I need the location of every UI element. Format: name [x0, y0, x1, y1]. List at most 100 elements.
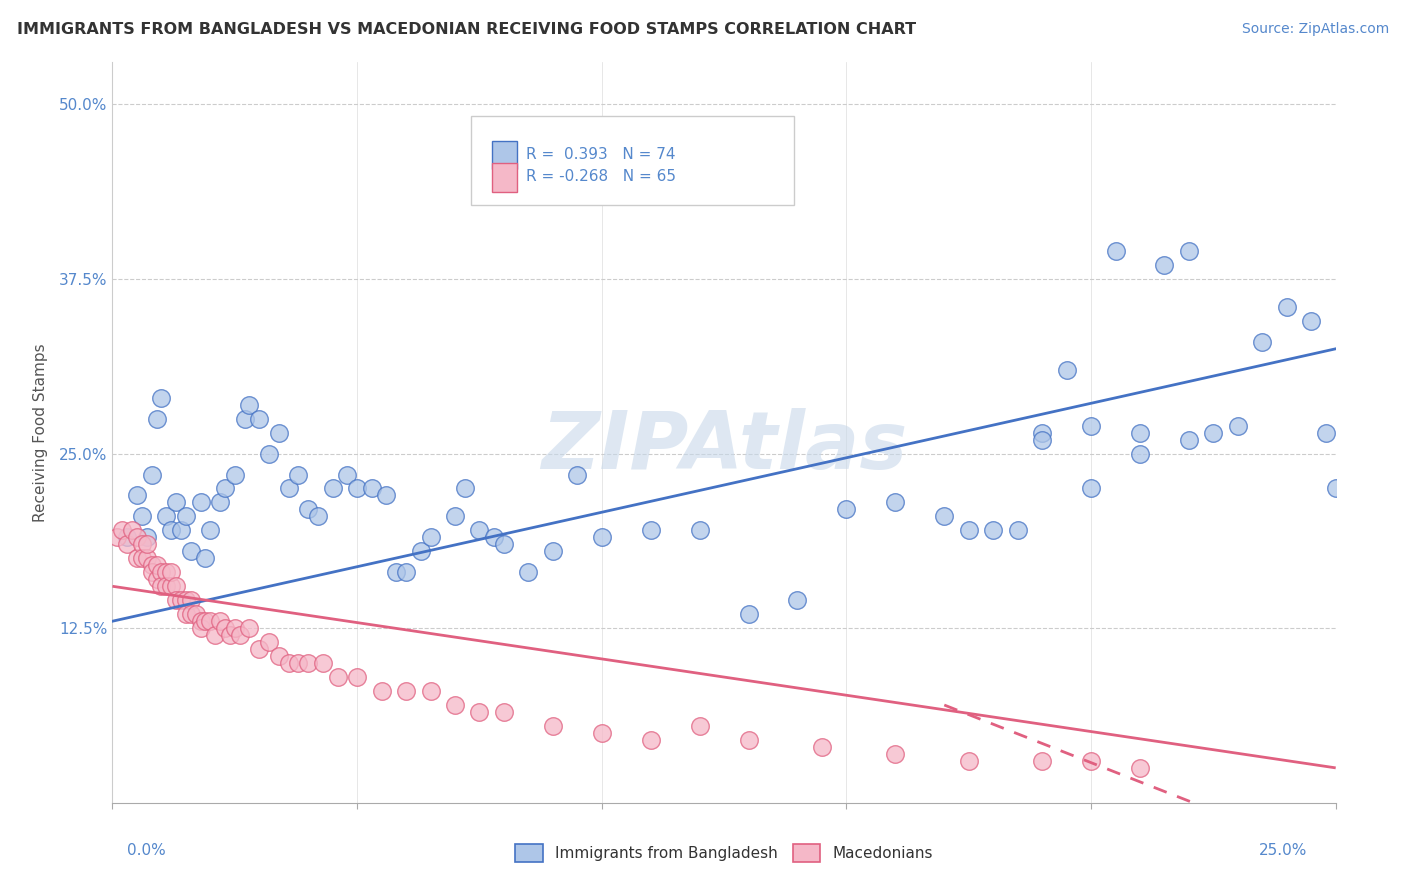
Point — [1080, 418, 1102, 433]
Point — [111, 524, 134, 538]
Point — [194, 551, 217, 566]
Point — [934, 509, 956, 524]
Point — [267, 425, 290, 440]
Point — [1031, 754, 1053, 768]
Point — [160, 566, 183, 580]
Point — [131, 537, 153, 551]
Point — [190, 495, 212, 509]
Point — [297, 502, 319, 516]
Point — [419, 684, 441, 698]
Point — [150, 579, 173, 593]
Text: Source: ZipAtlas.com: Source: ZipAtlas.com — [1241, 22, 1389, 37]
Point — [160, 579, 183, 593]
Point — [180, 593, 202, 607]
Point — [200, 614, 222, 628]
Point — [287, 467, 309, 482]
Point — [155, 579, 177, 593]
Point — [145, 411, 167, 425]
Point — [326, 670, 349, 684]
Point — [204, 628, 226, 642]
Point — [395, 684, 418, 698]
Point — [409, 544, 432, 558]
Point — [322, 482, 344, 496]
Point — [174, 509, 197, 524]
Point — [1251, 334, 1274, 349]
Point — [482, 530, 505, 544]
Point — [541, 544, 564, 558]
Point — [214, 621, 236, 635]
Point — [375, 488, 398, 502]
Point — [640, 524, 662, 538]
Point — [1080, 754, 1102, 768]
Text: 0.0%: 0.0% — [127, 843, 166, 858]
Point — [737, 733, 759, 747]
Point — [180, 607, 202, 622]
Point — [1104, 244, 1126, 258]
Point — [1007, 524, 1029, 538]
Y-axis label: Receiving Food Stamps: Receiving Food Stamps — [32, 343, 48, 522]
Text: ZIPAtlas: ZIPAtlas — [541, 409, 907, 486]
Point — [640, 733, 662, 747]
Point — [419, 530, 441, 544]
Point — [884, 495, 907, 509]
Point — [1129, 761, 1152, 775]
Point — [200, 524, 222, 538]
Point — [468, 705, 491, 719]
Point — [1031, 433, 1053, 447]
Legend: Immigrants from Bangladesh, Macedonians: Immigrants from Bangladesh, Macedonians — [508, 837, 941, 869]
Point — [141, 467, 163, 482]
Point — [737, 607, 759, 622]
Point — [811, 739, 834, 754]
Point — [884, 747, 907, 761]
Point — [517, 566, 540, 580]
Point — [591, 530, 613, 544]
Point — [385, 566, 408, 580]
Point — [238, 398, 260, 412]
Point — [155, 509, 177, 524]
Point — [184, 607, 207, 622]
Point — [174, 593, 197, 607]
Point — [190, 614, 212, 628]
Point — [1178, 244, 1201, 258]
Point — [145, 558, 167, 573]
Point — [233, 411, 256, 425]
Point — [165, 579, 187, 593]
Point — [150, 566, 173, 580]
Point — [346, 482, 368, 496]
Point — [174, 607, 197, 622]
Point — [277, 482, 299, 496]
Point — [346, 670, 368, 684]
Point — [1275, 300, 1298, 314]
Point — [360, 482, 382, 496]
Point — [1153, 258, 1175, 272]
Point — [454, 482, 477, 496]
Point — [209, 495, 232, 509]
Point — [238, 621, 260, 635]
Point — [141, 566, 163, 580]
Point — [135, 551, 157, 566]
Point — [957, 754, 980, 768]
Point — [209, 614, 232, 628]
Point — [1080, 482, 1102, 496]
Point — [1226, 418, 1249, 433]
Point — [444, 509, 467, 524]
Text: IMMIGRANTS FROM BANGLADESH VS MACEDONIAN RECEIVING FOOD STAMPS CORRELATION CHART: IMMIGRANTS FROM BANGLADESH VS MACEDONIAN… — [17, 22, 915, 37]
Point — [121, 524, 143, 538]
Point — [689, 719, 711, 733]
Point — [115, 530, 138, 544]
Point — [257, 446, 280, 460]
Point — [492, 537, 515, 551]
Point — [277, 656, 299, 670]
Text: 25.0%: 25.0% — [1260, 843, 1308, 858]
Point — [131, 509, 153, 524]
Point — [1301, 314, 1323, 328]
Point — [689, 524, 711, 538]
Point — [287, 656, 309, 670]
Point — [957, 524, 980, 538]
Point — [247, 411, 270, 425]
Point — [1056, 363, 1078, 377]
Point — [267, 649, 290, 664]
Point — [125, 551, 148, 566]
Point — [115, 537, 138, 551]
Point — [219, 628, 242, 642]
